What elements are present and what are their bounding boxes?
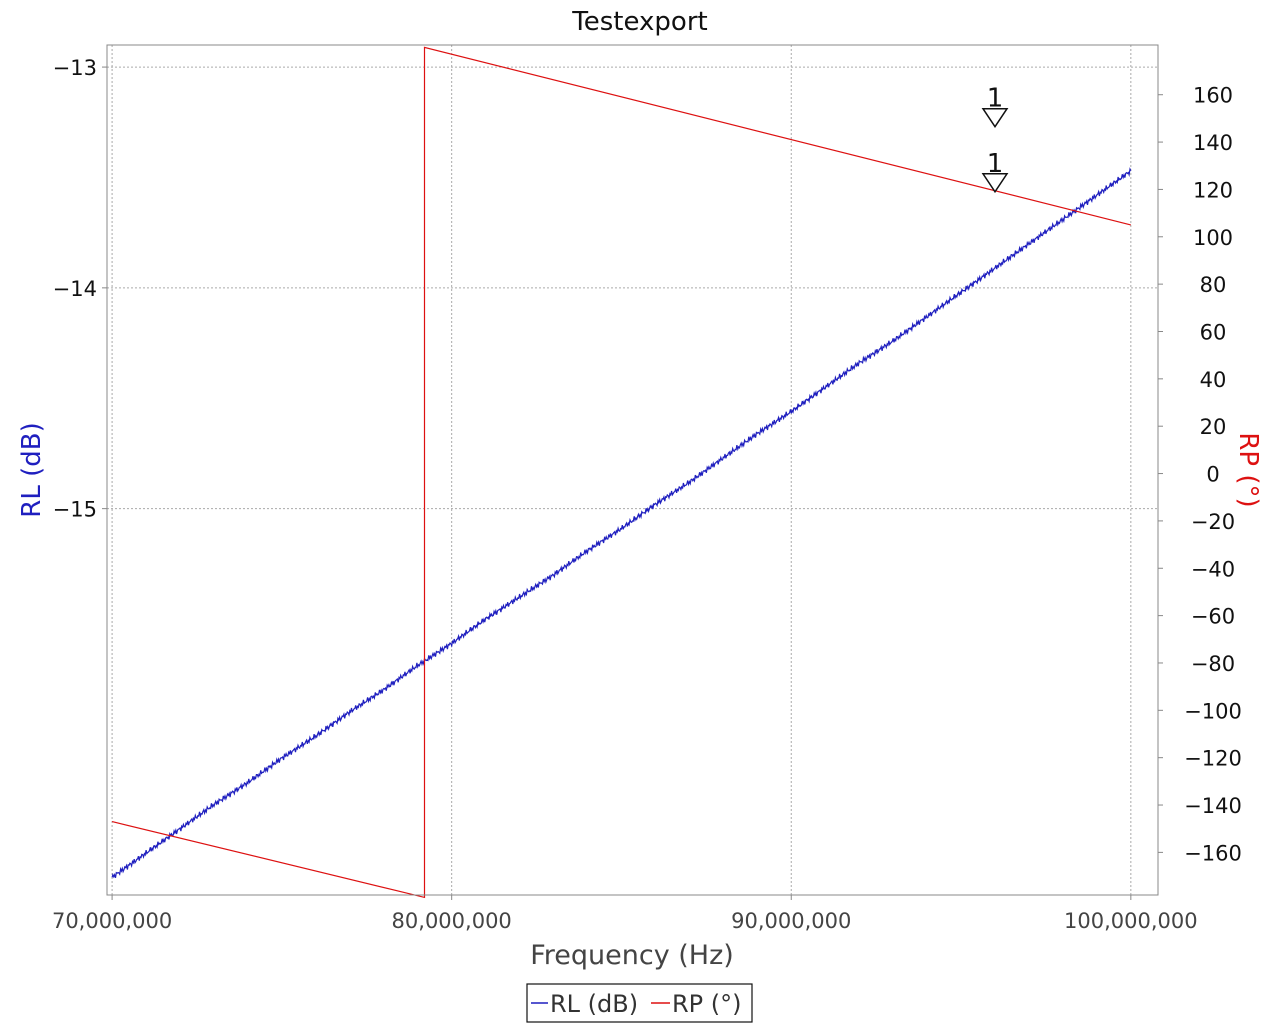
series-layer bbox=[111, 46, 1132, 899]
y-axis-left-label: RL (dB) bbox=[17, 422, 47, 517]
y-right-tick-label: 40 bbox=[1200, 368, 1227, 392]
marker-layer: 11 bbox=[981, 84, 1009, 194]
x-tick-label: 80,000,000 bbox=[392, 909, 512, 933]
y-left-tick-label: −15 bbox=[53, 498, 97, 522]
chart-title: Testexport bbox=[571, 7, 707, 37]
y-right-tick-label: 100 bbox=[1193, 226, 1233, 250]
y-right-tick-label: −140 bbox=[1184, 794, 1242, 818]
y-right-tick-label: 60 bbox=[1200, 320, 1227, 344]
y-left-tick-label: −13 bbox=[53, 56, 97, 80]
y-right-tick-label: 0 bbox=[1206, 463, 1219, 487]
series-line-rl bbox=[111, 167, 1132, 879]
y-left-tick-label: −14 bbox=[53, 277, 97, 301]
y-right-tick-label: −80 bbox=[1191, 652, 1235, 676]
x-axis: 70,000,000 80,000,000 90,000,000 100,000,00… bbox=[52, 895, 1198, 933]
y-axis-right: −160 −140 −120 −100 −80 −60 −40 −20 0 20 40 60 80 100… bbox=[1158, 84, 1242, 865]
y-axis-left: −15 −14 −13 bbox=[53, 56, 107, 522]
legend-item-rp: RP (°) bbox=[672, 990, 742, 1018]
marker-label: 1 bbox=[987, 149, 1004, 179]
marker-triangle bbox=[981, 107, 1009, 129]
y-axis-right-label: RP (°) bbox=[1233, 432, 1263, 507]
y-right-tick-label: 140 bbox=[1193, 131, 1233, 155]
grid bbox=[107, 45, 1158, 895]
y-right-tick-label: −160 bbox=[1184, 841, 1242, 865]
marker-triangle bbox=[981, 173, 1009, 194]
legend-box bbox=[526, 983, 753, 1023]
x-tick-label: 90,000,000 bbox=[731, 909, 851, 933]
y-right-tick-label: −60 bbox=[1191, 605, 1235, 629]
x-tick-label: 100,000,000 bbox=[1064, 909, 1198, 933]
marker-label: 1 bbox=[987, 84, 1004, 114]
x-axis-label: Frequency (Hz) bbox=[530, 940, 734, 971]
y-right-tick-label: −40 bbox=[1191, 557, 1235, 581]
legend: RL (dB) RP (°) bbox=[526, 983, 753, 1023]
y-right-tick-label: 160 bbox=[1193, 84, 1233, 108]
series-line-rp bbox=[111, 46, 1131, 899]
y-right-tick-label: −120 bbox=[1184, 747, 1242, 771]
plot-area bbox=[106, 44, 1159, 896]
y-right-tick-label: 80 bbox=[1200, 273, 1227, 297]
y-right-tick-label: −100 bbox=[1184, 699, 1242, 723]
x-tick-label: 70,000,000 bbox=[52, 909, 172, 933]
y-right-tick-label: 120 bbox=[1193, 178, 1233, 202]
y-right-tick-label: −20 bbox=[1191, 510, 1235, 534]
legend-item-rl: RL (dB) bbox=[550, 990, 638, 1018]
y-right-tick-label: 20 bbox=[1200, 415, 1227, 439]
